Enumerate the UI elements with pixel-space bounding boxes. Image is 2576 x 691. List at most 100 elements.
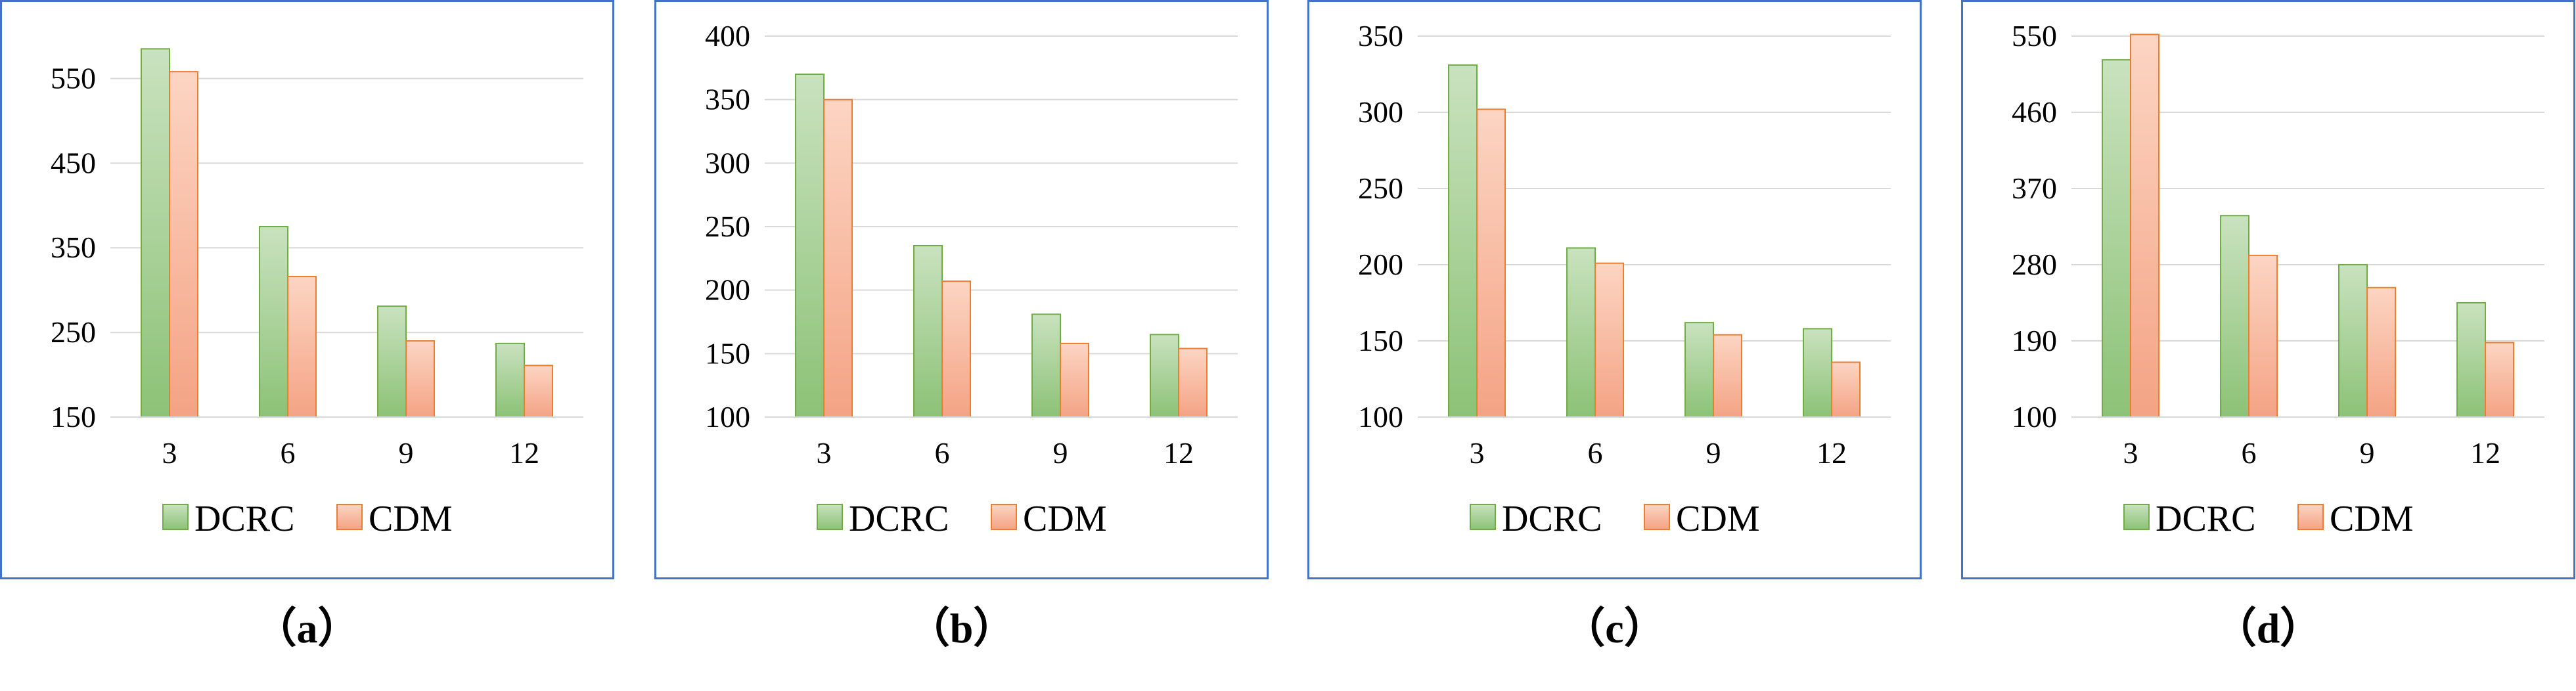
bar-b-cdm-6 (941, 280, 971, 418)
y-tick-label-d-4: 460 (2012, 95, 2057, 129)
legend-label-a-dcrc: DCRC (194, 499, 295, 539)
legend-swatch-b-dcrc (817, 504, 843, 530)
y-tick-label-c-3: 250 (1358, 171, 1403, 205)
x-tick-label-d-6: 6 (2242, 436, 2257, 470)
bar-a-cdm-9 (405, 340, 435, 418)
chart-svg-b: 100 150 200 250 300 350 400 3 6 9 12 DCRC CDM (705, 19, 1238, 539)
bar-a-cdm-12 (524, 365, 553, 418)
bar-a-dcrc-6 (259, 226, 288, 418)
chart-panel-d: 100 190 280 370 460 550 3 6 9 12 DCRC CDM (1961, 0, 2575, 579)
bar-b-cdm-12 (1178, 347, 1208, 418)
bar-a-dcrc-3 (141, 48, 170, 418)
legend-swatch-a-cdm (336, 504, 363, 530)
legend-label-b-cdm: CDM (1023, 499, 1107, 539)
y-tick-label-c-0: 100 (1358, 400, 1403, 434)
bar-c-dcrc-9 (1684, 322, 1714, 418)
bar-d-cdm-12 (2485, 342, 2514, 418)
x-tick-label-b-12: 12 (1164, 436, 1194, 470)
x-tick-label-c-9: 9 (1706, 436, 1721, 470)
bar-c-dcrc-12 (1803, 328, 1832, 418)
x-tick-label-d-9: 9 (2360, 436, 2375, 470)
legend-label-c-cdm: CDM (1676, 499, 1760, 539)
chart-panel-a: 150 250 350 450 550 3 6 9 12 DCRC CDM (0, 0, 614, 579)
bar-a-cdm-6 (287, 276, 317, 418)
bar-b-cdm-3 (823, 99, 853, 418)
legend-swatch-c-cdm (1644, 504, 1670, 530)
bar-c-cdm-6 (1594, 262, 1624, 418)
chart-svg-c: 100 150 200 250 300 350 3 6 9 12 DCRC CDM (1358, 19, 1891, 539)
x-tick-label-d-12: 12 (2470, 436, 2500, 470)
y-tick-label-b-0: 100 (705, 400, 750, 434)
legend-swatch-b-cdm (991, 504, 1017, 530)
caption-b: （b） (907, 605, 1016, 652)
y-tick-label-d-2: 280 (2012, 248, 2057, 281)
legend-swatch-a-dcrc (162, 504, 189, 530)
legend-swatch-c-dcrc (1470, 504, 1496, 530)
y-tick-label-c-2: 200 (1358, 248, 1403, 281)
caption-d: （d） (2214, 605, 2322, 652)
y-tick-label-b-3: 250 (705, 210, 750, 243)
y-tick-label-d-1: 190 (2012, 324, 2057, 357)
bar-d-dcrc-12 (2456, 302, 2486, 418)
y-tick-label-c-4: 300 (1358, 95, 1403, 129)
y-tick-label-d-3: 370 (2012, 171, 2057, 205)
bar-d-cdm-9 (2366, 286, 2396, 418)
legend-swatch-d-cdm (2297, 504, 2324, 530)
x-tick-label-c-6: 6 (1588, 436, 1603, 470)
y-tick-label-a-1: 250 (51, 315, 96, 349)
bar-a-dcrc-9 (377, 305, 407, 418)
legend-label-a-cdm: CDM (369, 499, 453, 539)
x-tick-label-a-9: 9 (399, 436, 414, 470)
bar-a-cdm-3 (169, 71, 198, 418)
bar-c-dcrc-6 (1566, 247, 1596, 418)
chart-panel-c: 100 150 200 250 300 350 3 6 9 12 DCRC CDM (1307, 0, 1922, 579)
legend-label-c-dcrc: DCRC (1502, 499, 1602, 539)
chart-svg-d: 100 190 280 370 460 550 3 6 9 12 DCRC CDM (2012, 19, 2544, 539)
x-tick-label-b-6: 6 (935, 436, 950, 470)
y-tick-label-b-1: 150 (705, 336, 750, 370)
y-tick-label-b-6: 400 (705, 19, 750, 53)
bar-d-cdm-3 (2130, 33, 2159, 418)
x-tick-label-b-3: 3 (817, 436, 832, 470)
y-tick-label-c-5: 350 (1358, 19, 1403, 53)
bar-c-cdm-9 (1713, 334, 1742, 418)
y-tick-label-d-0: 100 (2012, 400, 2057, 434)
bar-b-cdm-9 (1060, 342, 1089, 418)
bar-c-cdm-12 (1831, 361, 1861, 418)
chart-panel-b: 100 150 200 250 300 350 400 3 6 9 12 DCRC CDM (654, 0, 1269, 579)
bar-c-dcrc-3 (1448, 64, 1478, 418)
caption-a: （a） (254, 605, 360, 652)
bar-a-dcrc-12 (495, 342, 525, 418)
legend-label-b-dcrc: DCRC (849, 499, 949, 539)
y-tick-label-d-5: 550 (2012, 19, 2057, 53)
legend-label-d-dcrc: DCRC (2156, 499, 2256, 539)
bar-d-dcrc-6 (2220, 215, 2249, 418)
bar-b-dcrc-9 (1031, 313, 1061, 418)
bar-d-cdm-6 (2248, 254, 2278, 418)
y-tick-label-a-0: 150 (51, 400, 96, 434)
x-tick-label-d-3: 3 (2123, 436, 2138, 470)
legend-label-d-cdm: CDM (2330, 499, 2414, 539)
legend-swatch-d-dcrc (2123, 504, 2150, 530)
y-tick-label-a-3: 450 (51, 146, 96, 179)
chart-svg-a: 150 250 350 450 550 3 6 9 12 DCRC CDM (51, 48, 583, 539)
bar-c-cdm-3 (1476, 108, 1506, 418)
y-tick-label-b-5: 350 (705, 83, 750, 116)
x-tick-label-c-3: 3 (1470, 436, 1485, 470)
x-tick-label-a-3: 3 (162, 436, 177, 470)
bar-d-dcrc-9 (2338, 264, 2368, 418)
bar-b-dcrc-3 (795, 74, 825, 418)
y-tick-label-a-4: 550 (51, 61, 96, 95)
x-tick-label-b-9: 9 (1053, 436, 1068, 470)
x-tick-label-a-6: 6 (281, 436, 296, 470)
bar-b-dcrc-12 (1150, 334, 1179, 418)
y-tick-label-b-4: 300 (705, 146, 750, 179)
bar-b-dcrc-6 (913, 245, 943, 418)
x-tick-label-c-12: 12 (1817, 436, 1847, 470)
caption-c: （c） (1563, 605, 1666, 652)
y-tick-label-b-2: 200 (705, 273, 750, 307)
x-tick-label-a-12: 12 (509, 436, 539, 470)
y-tick-label-a-2: 350 (51, 231, 96, 264)
bar-d-dcrc-3 (2102, 59, 2131, 418)
y-tick-label-c-1: 150 (1358, 324, 1403, 357)
